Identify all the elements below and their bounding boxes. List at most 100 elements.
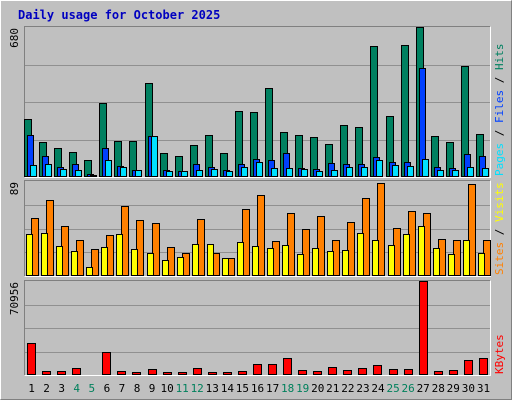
bar-sites-day-5: [91, 249, 99, 276]
day-label-29: 29: [447, 382, 460, 395]
panel-legend: Pages / Files / Hits: [493, 44, 506, 177]
bar-pages-day-29: [452, 170, 459, 177]
bar-pages-day-12: [196, 170, 203, 177]
bar-pages-day-31: [482, 168, 489, 177]
bar-visits-day-3: [56, 246, 63, 276]
bar-pages-day-10: [166, 171, 173, 177]
bar-kbytes-day-10: [163, 372, 172, 375]
bar-kbytes-day-17: [268, 364, 277, 375]
legend-entry: Hits: [493, 44, 506, 71]
bar-visits-day-30: [463, 240, 470, 276]
bar-pages-day-26: [407, 166, 414, 177]
bar-kbytes-day-7: [117, 371, 126, 375]
legend-entry: /: [493, 123, 506, 143]
day-label-10: 10: [160, 382, 173, 395]
bar-sites-day-30: [468, 184, 476, 276]
bar-hits-day-26: [401, 45, 409, 177]
bar-sites-day-16: [257, 195, 265, 276]
bar-kbytes-day-30: [464, 360, 473, 375]
bar-pages-day-30: [467, 167, 474, 177]
panel-visits-sites: 89 Sites / Visits: [8, 180, 506, 277]
bar-kbytes-day-2: [42, 371, 51, 375]
day-label-23: 23: [356, 382, 369, 395]
bar-pages-day-18: [286, 168, 293, 177]
legend-entry: /: [493, 222, 506, 242]
day-label-19: 19: [296, 382, 309, 395]
legend-entry: /: [493, 70, 506, 90]
day-label-31: 31: [477, 382, 490, 395]
day-label-2: 2: [43, 382, 50, 395]
day-label-8: 8: [134, 382, 141, 395]
bar-visits-day-17: [267, 248, 274, 276]
bar-kbytes-day-31: [479, 358, 488, 375]
bar-kbytes-day-21: [328, 367, 337, 375]
day-label-26: 26: [401, 382, 414, 395]
day-label-7: 7: [119, 382, 126, 395]
legend-entry: Visits: [493, 182, 506, 222]
bar-sites-day-18: [287, 213, 295, 276]
bar-kbytes-day-24: [373, 365, 382, 375]
bar-kbytes-day-12: [193, 368, 202, 375]
bar-kbytes-day-1: [27, 343, 36, 375]
bar-visits-day-11: [177, 257, 184, 276]
bar-pages-day-14: [226, 171, 233, 177]
bar-visits-day-22: [342, 250, 349, 276]
day-label-30: 30: [462, 382, 475, 395]
bar-visits-day-31: [478, 253, 485, 276]
bar-pages-day-22: [346, 167, 353, 177]
day-label-14: 14: [221, 382, 235, 395]
bar-visits-day-23: [357, 233, 364, 276]
bar-visits-day-14: [222, 258, 229, 276]
bar-visits-day-4: [71, 251, 78, 276]
panel-frame-light: [24, 280, 491, 376]
legend-entry: Files: [493, 90, 506, 123]
bar-kbytes-day-29: [449, 370, 458, 375]
day-label-9: 9: [149, 382, 156, 395]
day-label-16: 16: [251, 382, 264, 395]
day-label-4: 4: [73, 382, 80, 395]
day-label-21: 21: [326, 382, 339, 395]
bar-pages-day-17: [271, 168, 278, 177]
bar-kbytes-day-22: [343, 370, 352, 375]
bar-pages-day-25: [392, 165, 399, 177]
bar-pages-day-27: [422, 159, 429, 177]
bar-visits-day-10: [162, 260, 169, 276]
bar-pages-day-20: [316, 171, 323, 177]
day-label-5: 5: [88, 382, 95, 395]
day-label-28: 28: [432, 382, 445, 395]
legend-entry: Pages: [493, 143, 506, 176]
bar-visits-day-2: [41, 233, 48, 276]
bar-pages-day-2: [45, 164, 52, 177]
bar-pages-day-3: [60, 169, 67, 177]
bar-pages-day-5: [90, 175, 97, 177]
day-axis-labels: 1 2 3 4 5 6 7 8 9 10 11 12 13 14 15 16 17 18 19 20 21 22 23 24 2…: [28, 382, 490, 395]
bar-pages-day-1: [30, 165, 37, 177]
panel-max-label: 89: [8, 182, 21, 195]
bar-visits-day-29: [448, 254, 455, 276]
day-label-1: 1: [28, 382, 35, 395]
bar-visits-day-1: [26, 234, 33, 276]
bar-sites-day-22: [347, 222, 355, 276]
bar-pages-day-7: [120, 167, 127, 177]
panel-max-label: 680: [8, 28, 21, 48]
bar-visits-day-26: [403, 234, 410, 276]
bar-kbytes-day-9: [148, 369, 157, 375]
bar-pages-day-23: [361, 167, 368, 177]
bar-pages-day-6: [105, 160, 112, 177]
bar-visits-day-8: [131, 249, 138, 276]
bar-kbytes-day-15: [238, 371, 247, 375]
legend-entry: Sites: [493, 242, 506, 275]
panel-frame-dark: [24, 280, 491, 376]
bar-kbytes-day-18: [283, 358, 292, 375]
panel-legend: KBytes: [493, 334, 506, 374]
day-label-12: 12: [191, 382, 204, 395]
bar-sites-day-19: [302, 229, 310, 276]
panel-hits-files-pages: 680 Pages / Files / Hits: [8, 26, 506, 178]
bar-pages-day-4: [75, 170, 82, 177]
bar-kbytes-day-14: [223, 372, 232, 375]
bar-kbytes-day-13: [208, 372, 217, 375]
bar-visits-day-12: [192, 244, 199, 276]
panel-legend: Sites / Visits: [493, 182, 506, 275]
